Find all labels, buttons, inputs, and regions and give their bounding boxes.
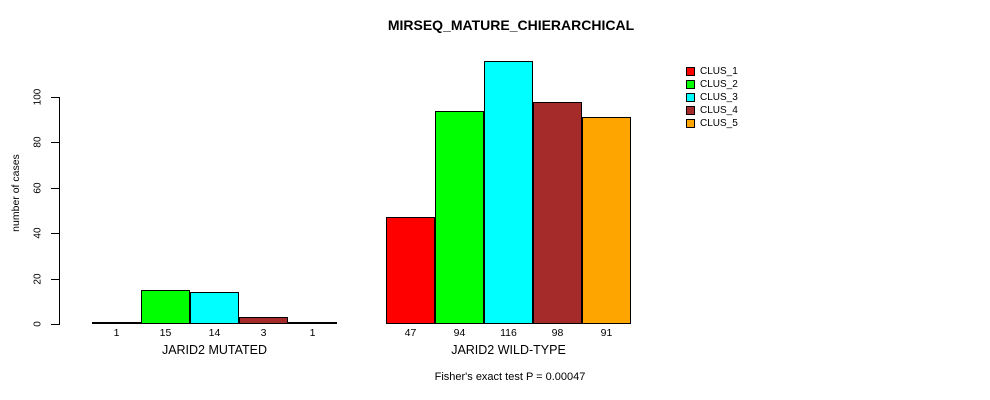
bar-value-label: 94 bbox=[453, 327, 466, 339]
bar-value-label: 1 bbox=[113, 327, 120, 339]
x-group-label: JARID2 WILD-TYPE bbox=[451, 343, 566, 357]
legend-swatch-icon bbox=[686, 106, 695, 115]
bar-value-label: 15 bbox=[159, 327, 172, 339]
bar-value-label: 98 bbox=[551, 327, 564, 339]
legend-item: CLUS_5 bbox=[686, 117, 738, 130]
bar-clus_3-group1 bbox=[190, 292, 239, 324]
y-axis-line bbox=[59, 97, 60, 325]
bar-value-label: 1 bbox=[309, 327, 316, 339]
legend-item: CLUS_2 bbox=[686, 78, 738, 91]
bar-value-label: 91 bbox=[600, 327, 613, 339]
bar-clus_5-group2 bbox=[582, 117, 631, 324]
y-tick-label: 60 bbox=[32, 182, 44, 194]
bar-value-label: 47 bbox=[404, 327, 417, 339]
bar-value-label: 3 bbox=[260, 327, 267, 339]
bar-clus_1-group1 bbox=[92, 322, 141, 324]
legend-swatch-icon bbox=[686, 93, 695, 102]
y-tick-mark bbox=[51, 142, 59, 143]
bar-clus_5-group1 bbox=[288, 322, 337, 324]
legend-swatch-icon bbox=[686, 67, 695, 76]
legend-item: CLUS_3 bbox=[686, 91, 738, 104]
y-tick-label: 40 bbox=[32, 227, 44, 239]
y-tick-label: 20 bbox=[32, 273, 44, 285]
fisher-test-annotation: Fisher's exact test P = 0.00047 bbox=[434, 371, 586, 383]
y-tick-label: 0 bbox=[32, 321, 44, 327]
bar-clus_2-group1 bbox=[141, 290, 190, 324]
legend-item: CLUS_1 bbox=[686, 65, 738, 78]
y-tick-mark bbox=[51, 97, 59, 98]
legend-label: CLUS_5 bbox=[700, 118, 738, 129]
legend-label: CLUS_2 bbox=[700, 79, 738, 90]
bar-value-label: 116 bbox=[500, 327, 517, 339]
bar-clus_3-group2 bbox=[484, 61, 533, 324]
y-axis-label: number of cases bbox=[10, 154, 22, 232]
y-tick-label: 80 bbox=[32, 136, 44, 148]
legend-swatch-icon bbox=[686, 80, 695, 89]
legend: CLUS_1 CLUS_2 CLUS_3 CLUS_4 CLUS_5 bbox=[686, 65, 738, 130]
bar-clus_4-group1 bbox=[239, 317, 288, 324]
bar-clus_4-group2 bbox=[533, 102, 582, 324]
y-tick-label: 100 bbox=[32, 88, 44, 106]
bar-clus_2-group2 bbox=[435, 111, 484, 324]
x-group-label: JARID2 MUTATED bbox=[161, 343, 268, 357]
bar-value-label: 14 bbox=[208, 327, 221, 339]
bar-clus_1-group2 bbox=[386, 217, 435, 324]
y-tick-mark bbox=[51, 233, 59, 234]
legend-label: CLUS_3 bbox=[700, 92, 738, 103]
legend-swatch-icon bbox=[686, 119, 695, 128]
y-tick-mark bbox=[51, 188, 59, 189]
y-tick-mark bbox=[51, 324, 59, 325]
y-tick-mark bbox=[51, 279, 59, 280]
legend-item: CLUS_4 bbox=[686, 104, 738, 117]
chart-title: MIRSEQ_MATURE_CHIERARCHICAL bbox=[387, 17, 635, 33]
legend-label: CLUS_1 bbox=[700, 66, 738, 77]
legend-label: CLUS_4 bbox=[700, 105, 738, 116]
